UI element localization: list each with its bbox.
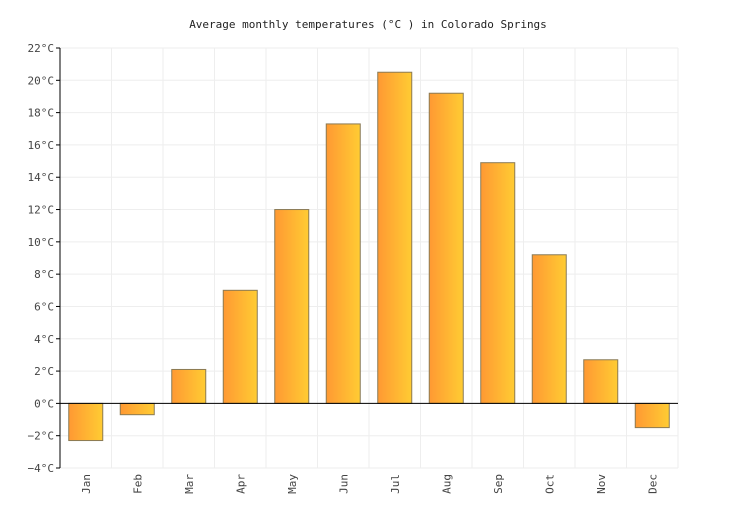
x-tick-labels: Jan Feb Mar Apr May Jun Jul Aug Sep Oct Nov Dec (80, 474, 660, 494)
bar-mar (171, 368, 207, 404)
bar-jul (377, 71, 413, 404)
x-tick-label-may: May (286, 474, 299, 494)
y-tick-label: 0°C (34, 397, 54, 410)
bars (68, 71, 670, 442)
y-tick-label: −4°C (28, 462, 55, 475)
y-tick-label: 8°C (34, 268, 54, 281)
bar-oct (531, 254, 567, 404)
bar-jun (325, 123, 361, 404)
bar-nov (583, 359, 619, 404)
y-tick-label: 2°C (34, 365, 54, 378)
y-tick-label: 6°C (34, 300, 54, 313)
y-tick-label: 10°C (28, 236, 55, 249)
y-tick-label: 4°C (34, 333, 54, 346)
x-tick-label-jul: Jul (389, 474, 402, 494)
bar-jan (68, 402, 104, 442)
x-tick-label-feb: Feb (131, 474, 144, 494)
bar-dec (634, 402, 670, 429)
y-tick-label: −2°C (28, 430, 55, 443)
y-tick-label: 12°C (28, 204, 55, 217)
x-tick-label-oct: Oct (543, 474, 556, 494)
y-tick-labels: −4°C −2°C 0°C 2°C 4°C 6°C 8°C 10°C 12°C 14°C 16°C 1… (28, 42, 55, 475)
x-tick-label-dec: Dec (646, 474, 659, 494)
x-tick-label-jan: Jan (80, 474, 93, 494)
x-tick-label-mar: Mar (183, 474, 196, 494)
bar-sep (480, 162, 516, 404)
axes (56, 47, 678, 469)
x-tick-label-sep: Sep (492, 474, 505, 494)
grid (59, 47, 679, 469)
y-tick-label: 16°C (28, 139, 55, 152)
y-tick-label: 20°C (28, 74, 55, 87)
bar-apr (222, 289, 258, 404)
x-tick-label-aug: Aug (440, 474, 453, 494)
bar-aug (428, 92, 464, 404)
y-tick-label: 18°C (28, 107, 55, 120)
x-tick-label-apr: Apr (234, 474, 247, 494)
chart-title: Average monthly temperatures (°C ) in Co… (189, 18, 547, 31)
bar-may (274, 209, 310, 404)
y-tick-label: 14°C (28, 171, 55, 184)
x-tick-label-jun: Jun (337, 474, 350, 494)
x-tick-label-nov: Nov (595, 474, 608, 494)
y-tick-label: 22°C (28, 42, 55, 55)
bar-feb (119, 402, 155, 416)
